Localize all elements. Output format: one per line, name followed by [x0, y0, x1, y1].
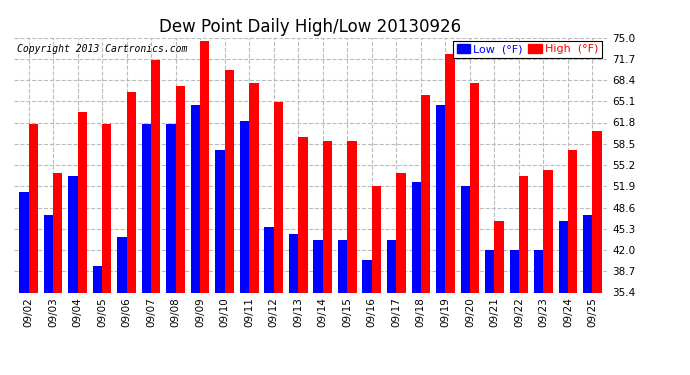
Bar — [470, 82, 479, 292]
Bar — [126, 92, 136, 292]
Bar — [249, 82, 259, 292]
Bar — [166, 124, 176, 292]
Bar — [534, 250, 544, 292]
Bar — [544, 170, 553, 292]
Bar — [411, 182, 421, 292]
Bar — [274, 102, 283, 292]
Bar — [436, 105, 445, 292]
Bar — [559, 221, 568, 292]
Bar — [396, 173, 406, 292]
Bar — [68, 176, 77, 292]
Bar — [43, 214, 53, 292]
Bar — [313, 240, 323, 292]
Bar — [323, 141, 332, 292]
Bar — [264, 228, 274, 292]
Bar — [510, 250, 519, 292]
Bar — [289, 234, 298, 292]
Bar — [362, 260, 372, 292]
Bar — [519, 176, 529, 292]
Bar — [200, 41, 210, 292]
Bar — [92, 266, 102, 292]
Bar — [583, 214, 593, 292]
Bar — [593, 131, 602, 292]
Bar — [142, 124, 151, 292]
Bar — [151, 60, 161, 292]
Bar — [77, 111, 87, 292]
Bar — [215, 150, 225, 292]
Bar — [117, 237, 126, 292]
Bar — [28, 124, 38, 292]
Bar — [347, 141, 357, 292]
Bar — [445, 54, 455, 292]
Text: Copyright 2013 Cartronics.com: Copyright 2013 Cartronics.com — [17, 44, 187, 54]
Bar — [225, 70, 234, 292]
Bar — [191, 105, 200, 292]
Bar — [53, 173, 62, 292]
Bar — [338, 240, 347, 292]
Bar — [240, 121, 249, 292]
Bar — [298, 137, 308, 292]
Bar — [421, 96, 430, 292]
Bar — [19, 192, 28, 292]
Bar — [485, 250, 495, 292]
Bar — [387, 240, 396, 292]
Bar — [176, 86, 185, 292]
Bar — [102, 124, 111, 292]
Title: Dew Point Daily High/Low 20130926: Dew Point Daily High/Low 20130926 — [159, 18, 462, 36]
Bar — [568, 150, 578, 292]
Bar — [495, 221, 504, 292]
Bar — [372, 186, 381, 292]
Bar — [460, 186, 470, 292]
Legend: Low  (°F), High  (°F): Low (°F), High (°F) — [453, 40, 602, 58]
